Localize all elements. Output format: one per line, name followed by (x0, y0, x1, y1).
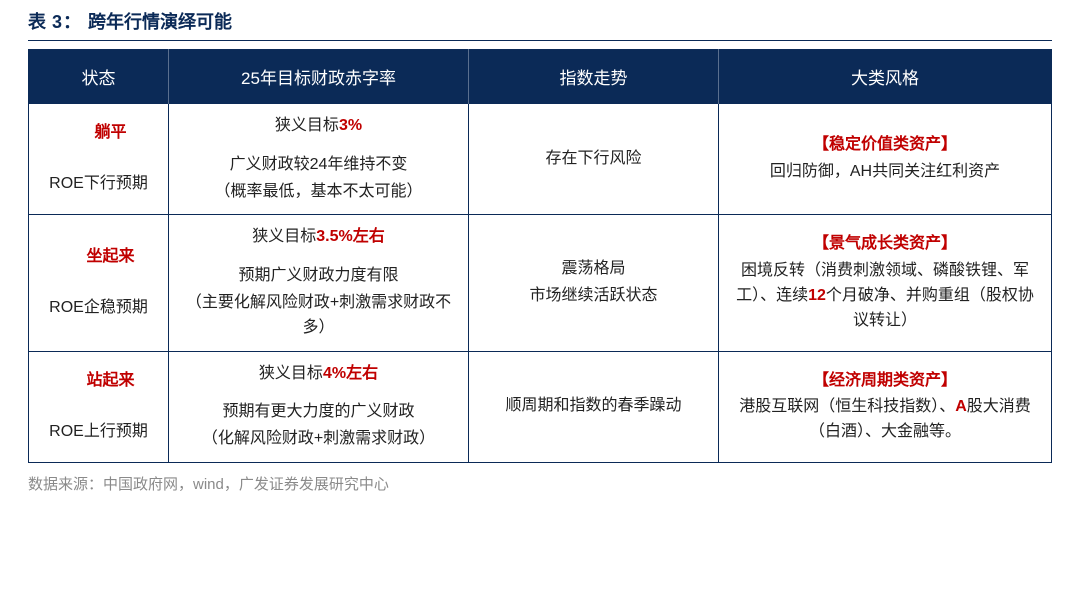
target-red: 4% (323, 365, 346, 382)
style-tag: 【景气成长类资产】 (813, 232, 957, 257)
trend-cell: 震荡格局 市场继续活跃状态 (469, 215, 719, 351)
style-tag: 【稳定价值类资产】 (813, 133, 957, 158)
style-body: 回归防御，AH共同关注红利资产 (770, 160, 1000, 185)
state-sub: ROE上行预期 (39, 420, 158, 445)
style-body-red: 12 (808, 287, 826, 304)
target-pre: 狭义目标 (252, 228, 316, 245)
style-cell: 【稳定价值类资产】 回归防御，AH共同关注红利资产 (719, 104, 1052, 215)
target-post: 左右 (346, 365, 378, 382)
state-main: 站起来 (39, 369, 158, 394)
header-row: 状态 25年目标财政赤字率 指数走势 大类风格 (29, 50, 1052, 104)
target-red: 3% (339, 117, 362, 134)
target-cell: 狭义目标3% 广义财政较24年维持不变 （概率最低，基本不太可能） (169, 104, 469, 215)
trend-text-a: 震荡格局 (561, 257, 625, 282)
style-body-a: 港股互联网（恒生科技指数）、 (739, 398, 955, 415)
data-source: 数据来源：中国政府网，wind，广发证券发展研究中心 (28, 473, 1052, 494)
header-state: 状态 (29, 50, 169, 104)
target-detail-b: （主要化解风险财政+刺激需求财政不多） (179, 291, 458, 341)
target-cell: 狭义目标3.5%左右 预期广义财政力度有限 （主要化解风险财政+刺激需求财政不多… (169, 215, 469, 351)
target-detail-a: 预期有更大力度的广义财政 (222, 400, 414, 425)
header-trend: 指数走势 (469, 50, 719, 104)
style-body: 港股互联网（恒生科技指数）、A股大消费（白酒）、大金融等。 (729, 395, 1041, 445)
trend-cell: 顺周期和指数的春季躁动 (469, 351, 719, 462)
target-cell: 狭义目标4%左右 预期有更大力度的广义财政 （化解风险财政+刺激需求财政） (169, 351, 469, 462)
header-style: 大类风格 (719, 50, 1052, 104)
target-post: 左右 (353, 228, 385, 245)
trend-text: 顺周期和指数的春季躁动 (505, 397, 681, 414)
table-row: 坐起来 ROE企稳预期 狭义目标3.5%左右 预期广义财政力度有限 （主要化解风… (29, 215, 1052, 351)
state-cell: 坐起来 ROE企稳预期 (29, 215, 169, 351)
target-pre: 狭义目标 (259, 365, 323, 382)
style-tag: 【经济周期类资产】 (813, 369, 957, 394)
trend-text-b: 市场继续活跃状态 (529, 284, 657, 309)
state-sub: ROE下行预期 (39, 172, 158, 197)
state-cell: 躺平 ROE下行预期 (29, 104, 169, 215)
target-detail-b: （概率最低，基本不太可能） (214, 180, 422, 205)
state-cell: 站起来 ROE上行预期 (29, 351, 169, 462)
title-number: 3： (52, 8, 82, 34)
target-line1: 狭义目标3% (275, 114, 362, 139)
title-text: 跨年行情演绎可能 (88, 8, 232, 34)
scenario-table: 状态 25年目标财政赤字率 指数走势 大类风格 躺平 ROE下行预期 狭义目标3… (28, 49, 1052, 463)
style-body: 困境反转（消费刺激领域、磷酸铁锂、军工）、连续12个月破净、并购重组（股权协议转… (729, 259, 1041, 333)
header-target: 25年目标财政赤字率 (169, 50, 469, 104)
target-line1: 狭义目标3.5%左右 (252, 225, 385, 250)
target-pre: 狭义目标 (275, 117, 339, 134)
target-red: 3.5% (316, 228, 352, 245)
style-cell: 【经济周期类资产】 港股互联网（恒生科技指数）、A股大消费（白酒）、大金融等。 (719, 351, 1052, 462)
table-row: 站起来 ROE上行预期 狭义目标4%左右 预期有更大力度的广义财政 （化解风险财… (29, 351, 1052, 462)
target-detail-a: 预期广义财政力度有限 (238, 264, 398, 289)
target-line2: 预期广义财政力度有限 （主要化解风险财政+刺激需求财政不多） (179, 264, 458, 340)
style-body-b: 个月破净、并购重组（股权协议转让） (826, 287, 1034, 329)
style-body-red: A (955, 398, 967, 415)
target-line1: 狭义目标4%左右 (259, 362, 378, 387)
trend-cell: 存在下行风险 (469, 104, 719, 215)
target-detail-a: 广义财政较24年维持不变 (230, 153, 408, 178)
title-prefix: 表 (28, 8, 46, 34)
trend-text: 存在下行风险 (545, 150, 641, 167)
table-row: 躺平 ROE下行预期 狭义目标3% 广义财政较24年维持不变 （概率最低，基本不… (29, 104, 1052, 215)
target-line2: 预期有更大力度的广义财政 （化解风险财政+刺激需求财政） (202, 400, 435, 452)
state-sub: ROE企稳预期 (39, 296, 158, 321)
target-detail-b: （化解风险财政+刺激需求财政） (202, 427, 435, 452)
state-main: 坐起来 (39, 245, 158, 270)
state-main: 躺平 (39, 121, 158, 146)
style-cell: 【景气成长类资产】 困境反转（消费刺激领域、磷酸铁锂、军工）、连续12个月破净、… (719, 215, 1052, 351)
target-line2: 广义财政较24年维持不变 （概率最低，基本不太可能） (214, 153, 422, 205)
table-title: 表 3： 跨年行情演绎可能 (28, 8, 1052, 41)
